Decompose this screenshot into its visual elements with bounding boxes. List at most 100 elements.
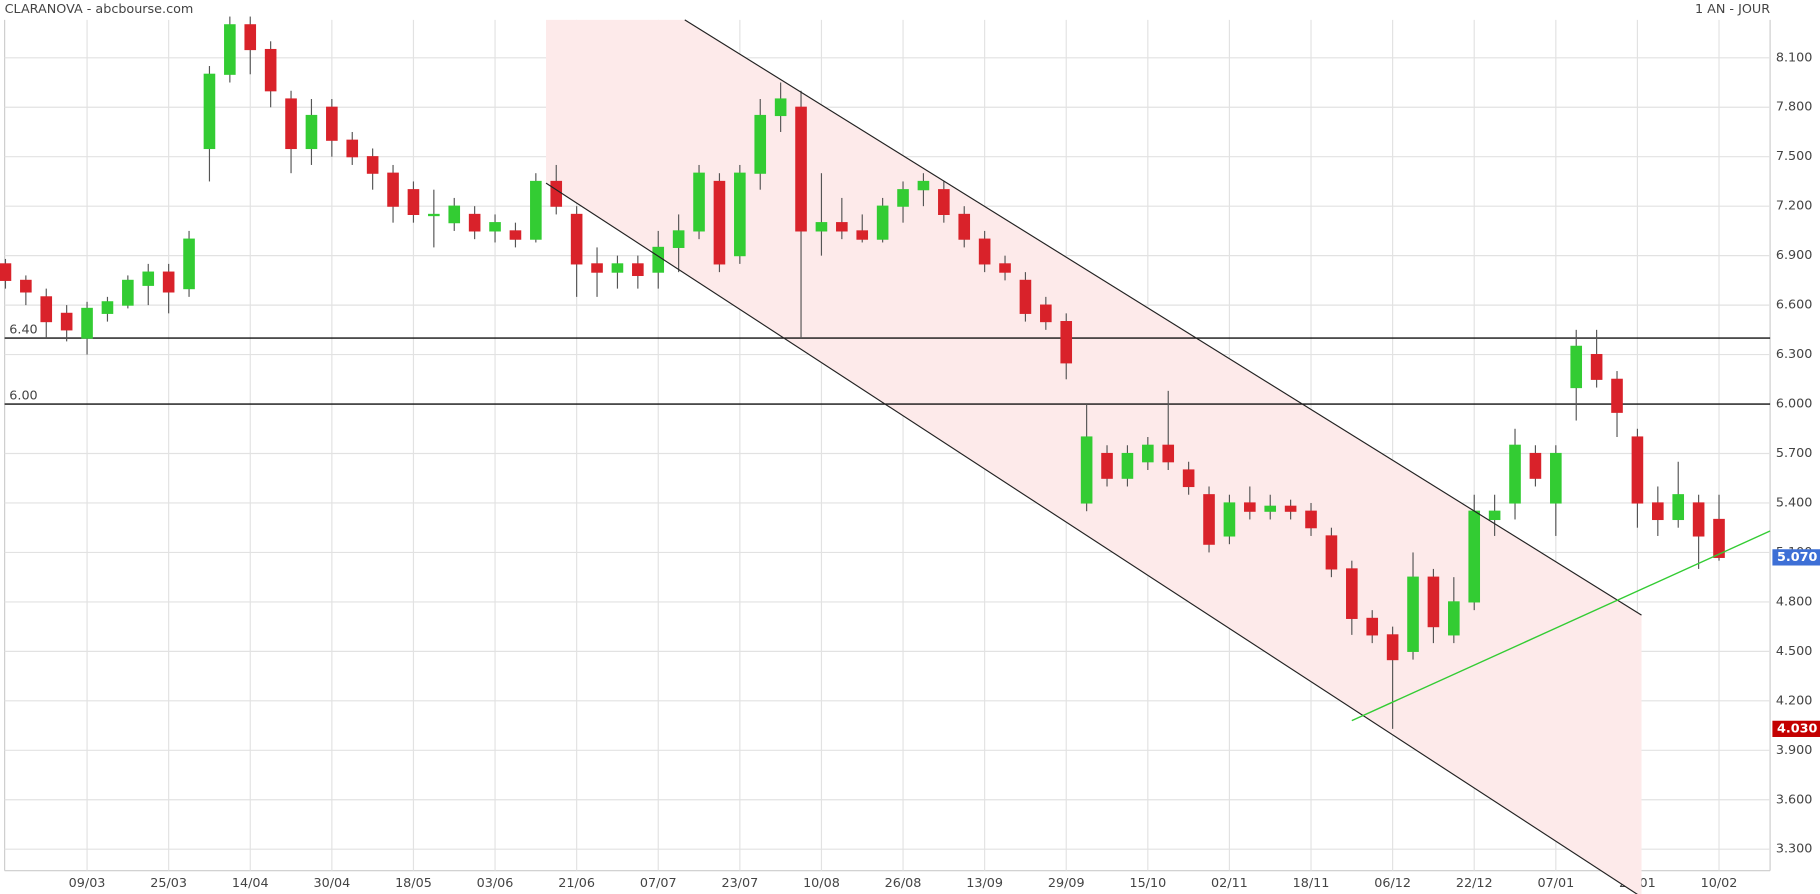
x-tick-label: 03/06	[477, 876, 514, 891]
candle-body	[326, 106, 338, 141]
candle-body	[81, 307, 93, 339]
y-tick-label: 4.800	[1776, 594, 1813, 609]
candle-body	[815, 222, 828, 232]
candle-body	[1162, 444, 1175, 463]
candle-body	[836, 222, 848, 232]
y-tick-label: 8.100	[1776, 50, 1813, 65]
candle-body	[978, 238, 991, 265]
candle-body	[122, 279, 134, 306]
x-tick-label: 23/07	[721, 876, 758, 891]
x-tick-label: 15/10	[1129, 876, 1166, 891]
candle-body	[856, 230, 869, 240]
candle-body	[366, 156, 379, 174]
candle-body	[468, 213, 481, 232]
candle-body	[938, 189, 950, 216]
candle-body	[570, 213, 583, 265]
y-tick-label: 6.900	[1776, 248, 1813, 263]
candle-body	[1060, 321, 1073, 364]
candle-body	[1713, 518, 1725, 558]
y-tick-label: 6.300	[1776, 347, 1813, 362]
x-tick-label: 10/08	[803, 876, 840, 891]
candle-body	[1590, 353, 1603, 380]
candle-body	[774, 98, 787, 117]
y-tick-label: 7.500	[1776, 149, 1813, 164]
candle-body	[40, 296, 53, 323]
candle-body	[387, 172, 399, 207]
candle-body	[1427, 576, 1440, 628]
price-badge	[1772, 720, 1820, 737]
x-tick-label: 10/02	[1701, 876, 1738, 891]
candle-body	[876, 205, 889, 240]
candle-body	[1305, 510, 1317, 529]
candle-body	[1244, 502, 1256, 512]
x-tick-label: 13/09	[966, 876, 1003, 891]
candle-body	[632, 263, 644, 277]
channel-fill	[546, 19, 1642, 894]
level-label: 6.40	[9, 322, 37, 337]
x-tick-label: 07/01	[1537, 876, 1574, 891]
x-tick-label: 21/06	[558, 876, 595, 891]
y-tick-label: 3.900	[1776, 743, 1813, 758]
candle-body	[754, 114, 767, 174]
channel-line	[545, 182, 1638, 894]
chart-subtitle: 1 AN - JOUR	[1695, 2, 1770, 17]
candle-body	[652, 246, 665, 273]
candle-body	[264, 48, 277, 92]
x-tick-label: 06/12	[1374, 876, 1411, 891]
candle-body	[1182, 469, 1195, 488]
x-tick-label: 30/04	[313, 876, 350, 891]
candle-body	[305, 114, 318, 150]
candle-body	[489, 222, 501, 232]
price-badge	[1772, 549, 1820, 566]
x-tick-label: 26/08	[885, 876, 922, 891]
candle-body	[224, 24, 236, 75]
x-tick-label: 07/07	[640, 876, 677, 891]
candle-body	[672, 230, 685, 248]
candle-body	[958, 213, 971, 240]
candle-body	[142, 271, 155, 286]
candle-body	[1692, 502, 1705, 537]
candle-body	[285, 98, 297, 150]
candle-body	[1264, 505, 1277, 512]
candle-body	[60, 312, 73, 331]
candle-body	[713, 180, 726, 265]
x-tick-label: 29/09	[1048, 876, 1085, 891]
x-tick-label: 09/03	[69, 876, 106, 891]
candle-body	[428, 213, 440, 217]
candle-body	[1550, 452, 1562, 504]
y-tick-label: 7.200	[1776, 199, 1813, 214]
candle-body	[917, 180, 930, 191]
y-tick-label: 7.800	[1776, 100, 1813, 115]
candle-body	[1570, 345, 1583, 389]
candle-body	[1040, 304, 1052, 323]
candle-body	[591, 263, 603, 273]
candle-body	[1631, 436, 1644, 504]
candle-body	[101, 301, 114, 314]
candle-body	[1407, 576, 1419, 652]
price-badge-label: 4.030	[1777, 721, 1817, 736]
candle-body	[1509, 444, 1521, 504]
channel-line	[684, 19, 1642, 616]
support-line	[1351, 530, 1771, 722]
candle-body	[20, 279, 32, 293]
y-tick-label: 5.400	[1776, 495, 1813, 510]
candle-body	[1101, 452, 1113, 479]
candle-body	[346, 139, 359, 158]
y-tick-label: 4.500	[1776, 644, 1813, 659]
chart-title: CLARANOVA - abcbourse.com	[5, 2, 194, 17]
candle-body	[1529, 452, 1542, 479]
candle-body	[0, 263, 12, 281]
candle-body	[1284, 505, 1297, 512]
candle-body	[1121, 452, 1134, 479]
x-tick-label: 02/11	[1211, 876, 1248, 891]
candle-body	[203, 73, 216, 150]
y-tick-label: 5.700	[1776, 446, 1813, 461]
candle-body	[1325, 535, 1338, 570]
x-tick-label: 18/05	[395, 876, 432, 891]
candle-body	[1468, 510, 1481, 603]
candle-body	[1080, 436, 1093, 504]
candle-body	[1019, 279, 1032, 314]
y-tick-label: 3.600	[1776, 792, 1813, 807]
